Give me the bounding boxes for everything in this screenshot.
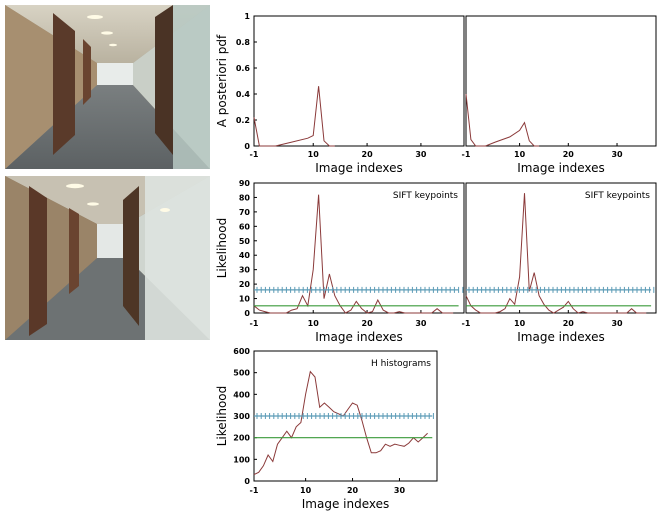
chart-posterior-right: -1 10 20 30 Image indexes: [462, 15, 657, 175]
y-tick-label: 400: [233, 390, 250, 399]
x-tick-label: 20: [563, 150, 575, 159]
x-tick-label: 10: [514, 150, 526, 159]
chart-posterior-left: 0 0.2 0.4 0.6 0.8 1 -1 10 20 30 Image indexes A pos…: [215, 12, 465, 175]
y-axis-label: Likelihood: [215, 386, 229, 447]
likelihood-series-line: [465, 193, 647, 314]
y-tick-label: 30: [239, 266, 251, 275]
x-axis-label: Image indexes: [315, 330, 403, 344]
chart-sift-right: -1 10 20 30 Image indexes SIFT keypoints: [462, 182, 657, 344]
plot-frame: [465, 182, 657, 314]
x-axis-label: Image indexes: [517, 161, 605, 175]
chart-sift-left: 0 10 20 30 40 50 60 70 80 90 -1 10 20 30 Image indexes…: [215, 179, 465, 344]
y-tick-label: 0.4: [236, 90, 251, 99]
chart-annotation: SIFT keypoints: [585, 191, 650, 201]
x-tick-label: 10: [308, 319, 320, 328]
x-tick-label: 20: [362, 150, 374, 159]
x-tick-label: 10: [300, 486, 312, 495]
y-tick-label: 50: [239, 237, 251, 246]
x-tick-label: 20: [347, 486, 359, 495]
x-axis-label: Image indexes: [302, 497, 390, 511]
y-tick-label: 0.8: [236, 38, 251, 47]
x-tick-label: 30: [415, 150, 427, 159]
y-tick-label: 20: [239, 280, 251, 289]
y-tick-label: 0: [244, 142, 250, 151]
corridor-photo-top: [5, 5, 210, 169]
x-tick-label: 30: [611, 319, 623, 328]
likelihood-series-line: [465, 93, 540, 147]
y-tick-label: 0.6: [236, 64, 251, 73]
y-tick-label: 90: [239, 179, 251, 188]
y-tick-label: 0: [244, 477, 250, 486]
y-axis-label: A posteriori pdf: [215, 34, 229, 127]
y-tick-label: 10: [239, 295, 251, 304]
x-tick-label: 30: [415, 319, 427, 328]
chart-histogram: 0 100 200 300 400 500 600 -1 10 20 30 Image indexes…: [215, 347, 438, 511]
y-tick-label: 0.2: [236, 116, 250, 125]
x-tick-label: -1: [250, 150, 259, 159]
y-tick-label: 40: [239, 251, 251, 260]
x-tick-label: 10: [308, 150, 320, 159]
y-tick-label: 80: [239, 193, 251, 202]
x-tick-label: 30: [611, 150, 623, 159]
chart-annotation: H histograms: [371, 359, 431, 369]
y-tick-label: 60: [239, 222, 251, 231]
y-tick-label: 1: [244, 12, 250, 21]
y-tick-label: 200: [233, 434, 250, 443]
likelihood-series-line: [253, 194, 454, 314]
likelihood-series-line: [253, 86, 335, 147]
y-tick-label: 0: [244, 309, 250, 318]
x-tick-label: 20: [362, 319, 374, 328]
chart-annotation: SIFT keypoints: [393, 191, 458, 201]
plot-frame: [253, 182, 465, 314]
x-tick-label: 20: [563, 319, 575, 328]
x-tick-label: -1: [250, 486, 259, 495]
x-axis-label: Image indexes: [315, 161, 403, 175]
plot-frame: [465, 15, 657, 147]
x-tick-label: -1: [462, 150, 471, 159]
y-axis-label: Likelihood: [215, 218, 229, 279]
y-tick-label: 300: [233, 412, 250, 421]
y-tick-label: 100: [233, 455, 250, 464]
y-tick-label: 500: [233, 369, 250, 378]
y-tick-label: 600: [233, 347, 250, 356]
x-tick-label: 30: [394, 486, 406, 495]
x-tick-label: 10: [514, 319, 526, 328]
likelihood-series-line: [253, 370, 428, 475]
x-axis-label: Image indexes: [517, 330, 605, 344]
x-tick-label: -1: [462, 319, 471, 328]
x-tick-label: -1: [250, 319, 259, 328]
plot-frame: [253, 15, 465, 147]
corridor-photo-bottom: [5, 176, 210, 340]
y-tick-label: 70: [239, 208, 251, 217]
